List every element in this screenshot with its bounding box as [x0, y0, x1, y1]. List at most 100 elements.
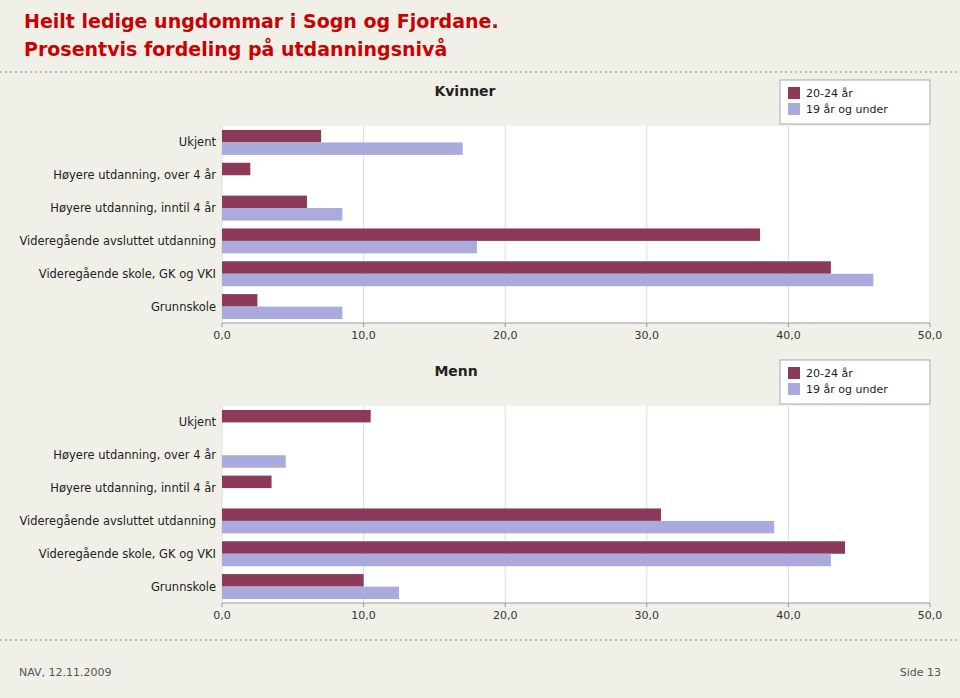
tick-mark	[788, 603, 789, 607]
tick-mark	[363, 323, 364, 327]
category-label: Videregående avsluttet utdanning	[19, 514, 216, 528]
separator	[0, 72, 960, 73]
grid-line	[222, 126, 223, 323]
grid-line	[646, 126, 647, 323]
tick-label: 10,0	[351, 329, 376, 342]
grid-line	[930, 406, 931, 603]
legend-label: 19 år og under	[806, 383, 888, 396]
category-label: Høyere utdanning, over 4 år	[53, 448, 216, 462]
tick-label: 20,0	[493, 609, 518, 622]
grid-line	[930, 126, 931, 323]
legend-swatch	[788, 383, 800, 395]
grid-line	[788, 406, 789, 603]
bar	[222, 455, 286, 467]
footer-left: NAV, 12.11.2009	[19, 666, 112, 679]
category-label: Høyere utdanning, inntil 4 år	[50, 481, 216, 495]
tick-mark	[646, 323, 647, 327]
bars	[222, 130, 873, 319]
grid-line	[788, 126, 789, 323]
plot-area	[222, 406, 930, 603]
legend: 20-24 år 19 år og under	[780, 360, 930, 404]
tick-label: 50,0	[918, 329, 943, 342]
legend: 20-24 år 19 år og under	[780, 80, 930, 124]
bar	[222, 196, 307, 208]
bar	[222, 175, 223, 187]
category-label: Videregående skole, GK og VKI	[39, 267, 216, 281]
tick-mark	[930, 603, 931, 607]
tick-mark	[646, 603, 647, 607]
subtitle: Prosentvis fordeling på utdanningsnivå	[24, 37, 447, 60]
tick-mark	[222, 323, 223, 327]
bar	[222, 587, 399, 599]
bar	[222, 294, 257, 306]
category-label: Grunnskole	[151, 300, 216, 314]
x-axis	[222, 603, 930, 604]
bar	[222, 228, 760, 240]
tick-mark	[222, 603, 223, 607]
legend-box	[780, 80, 930, 124]
bar	[222, 476, 272, 488]
bar	[222, 422, 223, 434]
grid-line	[505, 406, 506, 603]
legend-swatch	[788, 103, 800, 115]
category-label: Videregående avsluttet utdanning	[19, 234, 216, 248]
x-axis	[222, 323, 930, 324]
bar	[222, 208, 342, 220]
bar	[222, 541, 845, 553]
chart-panel: Menn 0,0 10,0 20,0 30,0 40,0 50,0 Grunnskole Vid…	[19, 360, 942, 622]
tick-label: 0,0	[213, 609, 231, 622]
title: Heilt ledige ungdommar i Sogn og Fjordan…	[24, 10, 499, 32]
category-label: Ukjent	[179, 415, 217, 429]
category-label: Høyere utdanning, inntil 4 år	[50, 201, 216, 215]
bar	[222, 410, 371, 422]
panel-title: Menn	[434, 363, 477, 379]
panel-title: Kvinner	[434, 83, 495, 99]
chart-panel: Kvinner 0,0 10,0 20,0 30,0 40,0 50,0 Grunnskole…	[19, 80, 942, 342]
bar	[222, 261, 831, 273]
tick-label: 0,0	[213, 329, 231, 342]
bar	[222, 574, 364, 586]
grid-line	[363, 406, 364, 603]
tick-mark	[363, 603, 364, 607]
legend-box	[780, 360, 930, 404]
legend-label: 20-24 år	[806, 367, 853, 380]
category-label: Høyere utdanning, over 4 år	[53, 168, 216, 182]
chart-page: Heilt ledige ungdommar i Sogn og Fjordan…	[0, 0, 960, 698]
background	[0, 0, 960, 698]
bar	[222, 241, 477, 253]
tick-mark	[788, 323, 789, 327]
bar	[222, 508, 661, 520]
separator	[0, 640, 960, 641]
legend-swatch	[788, 87, 800, 99]
bars	[222, 410, 845, 599]
grid-line	[505, 126, 506, 323]
bar	[222, 163, 250, 175]
bar	[222, 307, 342, 319]
tick-label: 30,0	[635, 329, 660, 342]
grid-line	[222, 406, 223, 603]
bar	[222, 521, 774, 533]
tick-label: 50,0	[918, 609, 943, 622]
tick-label: 30,0	[635, 609, 660, 622]
grid-line	[363, 126, 364, 323]
legend-label: 20-24 år	[806, 87, 853, 100]
category-label: Videregående skole, GK og VKI	[39, 547, 216, 561]
category-label: Grunnskole	[151, 580, 216, 594]
tick-label: 40,0	[776, 609, 801, 622]
category-label: Ukjent	[179, 135, 217, 149]
plot-area	[222, 126, 930, 323]
tick-mark	[505, 323, 506, 327]
grid-line	[646, 406, 647, 603]
bar	[222, 274, 873, 286]
bar	[222, 142, 463, 154]
tick-mark	[930, 323, 931, 327]
tick-mark	[505, 603, 506, 607]
tick-label: 10,0	[351, 609, 376, 622]
legend-swatch	[788, 367, 800, 379]
tick-label: 40,0	[776, 329, 801, 342]
footer-right: Side 13	[900, 666, 941, 679]
bar	[222, 130, 321, 142]
tick-label: 20,0	[493, 329, 518, 342]
bar	[222, 443, 223, 455]
legend-label: 19 år og under	[806, 103, 888, 116]
